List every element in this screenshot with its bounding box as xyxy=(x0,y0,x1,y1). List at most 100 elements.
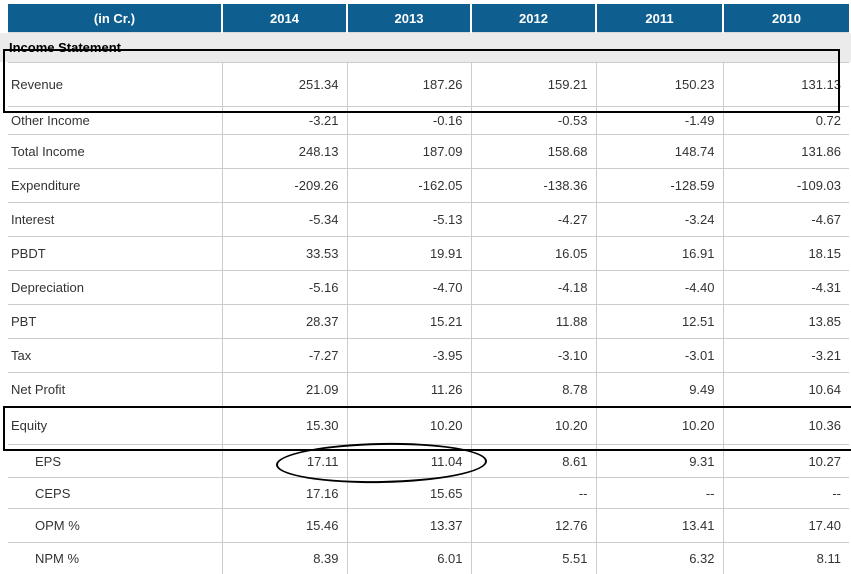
row-label: OPM % xyxy=(8,508,222,543)
row-label: Other Income xyxy=(8,106,222,135)
cell-value: -3.01 xyxy=(595,338,723,373)
table-row-other-income: Other Income -3.21 -0.16 -0.53 -1.49 0.7… xyxy=(8,106,849,135)
cell-value: 10.20 xyxy=(346,406,471,445)
cell-value: 6.32 xyxy=(595,542,723,574)
cell-value: -0.53 xyxy=(470,106,596,135)
cell-value: -162.05 xyxy=(346,168,471,203)
year-column-header-2011: 2011 xyxy=(595,4,723,33)
cell-value: 148.74 xyxy=(595,134,723,169)
cell-value: 5.51 xyxy=(470,542,596,574)
cell-value: 33.53 xyxy=(221,236,347,271)
cell-value: -4.18 xyxy=(470,270,596,305)
cell-value: 8.39 xyxy=(221,542,347,574)
cell-value: 16.91 xyxy=(595,236,723,271)
row-label: Total Income xyxy=(8,134,222,169)
header-row: (in Cr.) 2014 2013 2012 2011 2010 xyxy=(8,4,849,33)
table-row-depreciation: Depreciation -5.16 -4.70 -4.18 -4.40 -4.… xyxy=(8,270,849,305)
cell-value: 28.37 xyxy=(221,304,347,339)
cell-value: 187.09 xyxy=(346,134,471,169)
cell-value: 12.51 xyxy=(595,304,723,339)
year-header-table: (in Cr.) 2014 2013 2012 2011 2010 xyxy=(8,4,849,33)
cell-value: 13.85 xyxy=(722,304,849,339)
cell-value: 18.15 xyxy=(722,236,849,271)
cell-value: 187.26 xyxy=(346,62,471,107)
cell-value: 21.09 xyxy=(221,372,347,407)
cell-value: 248.13 xyxy=(221,134,347,169)
row-label: NPM % xyxy=(8,542,222,574)
row-label: EPS xyxy=(8,444,222,478)
cell-value: 17.40 xyxy=(722,508,849,543)
cell-value: 10.64 xyxy=(722,372,849,407)
cell-value: -- xyxy=(722,477,849,509)
row-label: Interest xyxy=(8,202,222,237)
cell-value: 10.20 xyxy=(595,406,723,445)
row-label: Tax xyxy=(8,338,222,373)
row-label: Revenue xyxy=(8,62,222,107)
table-row-total-income: Total Income 248.13 187.09 158.68 148.74… xyxy=(8,134,849,169)
table-row-pbdt: PBDT 33.53 19.91 16.05 16.91 18.15 xyxy=(8,236,849,271)
cell-value: 12.76 xyxy=(470,508,596,543)
cell-value: -4.67 xyxy=(722,202,849,237)
cell-value: -0.16 xyxy=(346,106,471,135)
cell-value: 150.23 xyxy=(595,62,723,107)
cell-value: 15.65 xyxy=(346,477,471,509)
cell-value: -4.27 xyxy=(470,202,596,237)
cell-value: -4.31 xyxy=(722,270,849,305)
row-label: PBT xyxy=(8,304,222,339)
cell-value: -209.26 xyxy=(221,168,347,203)
cell-value: 131.86 xyxy=(722,134,849,169)
cell-value: 13.37 xyxy=(346,508,471,543)
cell-value: 251.34 xyxy=(221,62,347,107)
table-row-pbt: PBT 28.37 15.21 11.88 12.51 13.85 xyxy=(8,304,849,339)
cell-value: 11.26 xyxy=(346,372,471,407)
year-column-header-2014: 2014 xyxy=(221,4,347,33)
table-row-npm: NPM % 8.39 6.01 5.51 6.32 8.11 xyxy=(8,542,849,574)
row-label: Net Profit xyxy=(8,372,222,407)
cell-value: 11.04 xyxy=(346,444,471,478)
income-statement-table: Revenue 251.34 187.26 159.21 150.23 131.… xyxy=(8,62,849,574)
cell-value: 17.11 xyxy=(221,444,347,478)
table-row-interest: Interest -5.34 -5.13 -4.27 -3.24 -4.67 xyxy=(8,202,849,237)
row-label: Depreciation xyxy=(8,270,222,305)
cell-value: 9.49 xyxy=(595,372,723,407)
cell-value: -3.21 xyxy=(722,338,849,373)
cell-value: -128.59 xyxy=(595,168,723,203)
cell-value: 19.91 xyxy=(346,236,471,271)
table-row-equity: Equity 15.30 10.20 10.20 10.20 10.36 xyxy=(8,406,849,445)
cell-value: 6.01 xyxy=(346,542,471,574)
cell-value: -5.16 xyxy=(221,270,347,305)
cell-value: -5.34 xyxy=(221,202,347,237)
cell-value: -4.70 xyxy=(346,270,471,305)
cell-value: 11.88 xyxy=(470,304,596,339)
year-column-header-2010: 2010 xyxy=(722,4,849,33)
table-row-expenditure: Expenditure -209.26 -162.05 -138.36 -128… xyxy=(8,168,849,203)
cell-value: -- xyxy=(595,477,723,509)
cell-value: 8.78 xyxy=(470,372,596,407)
table-row-opm: OPM % 15.46 13.37 12.76 13.41 17.40 xyxy=(8,508,849,543)
cell-value: 10.36 xyxy=(722,406,849,445)
row-label: CEPS xyxy=(8,477,222,509)
row-label: Expenditure xyxy=(8,168,222,203)
section-header: Income Statement xyxy=(0,33,851,62)
table-row-net-profit: Net Profit 21.09 11.26 8.78 9.49 10.64 xyxy=(8,372,849,407)
unit-column-header: (in Cr.) xyxy=(8,4,222,33)
cell-value: -138.36 xyxy=(470,168,596,203)
year-column-header-2013: 2013 xyxy=(346,4,471,33)
cell-value: -7.27 xyxy=(221,338,347,373)
cell-value: -3.95 xyxy=(346,338,471,373)
cell-value: 15.30 xyxy=(221,406,347,445)
cell-value: 131.13 xyxy=(722,62,849,107)
row-label: PBDT xyxy=(8,236,222,271)
cell-value: 159.21 xyxy=(470,62,596,107)
cell-value: 158.68 xyxy=(470,134,596,169)
year-column-header-2012: 2012 xyxy=(470,4,596,33)
cell-value: -3.21 xyxy=(221,106,347,135)
cell-value: -4.40 xyxy=(595,270,723,305)
cell-value: 16.05 xyxy=(470,236,596,271)
cell-value: -109.03 xyxy=(722,168,849,203)
cell-value: -3.24 xyxy=(595,202,723,237)
cell-value: 15.21 xyxy=(346,304,471,339)
cell-value: -3.10 xyxy=(470,338,596,373)
cell-value: 8.61 xyxy=(470,444,596,478)
